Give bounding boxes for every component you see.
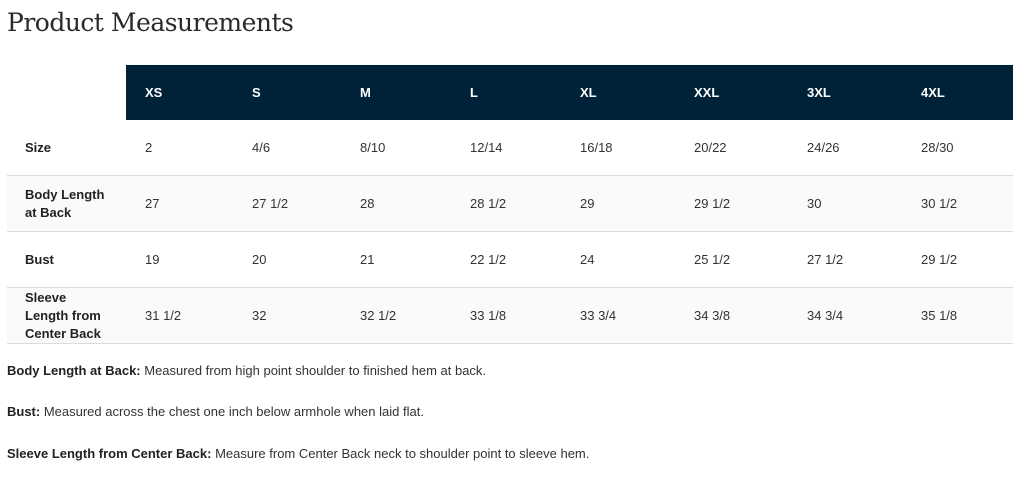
table-cell: 19 <box>126 231 233 288</box>
table-cell: 30 <box>788 175 902 232</box>
header-row: XS S M L XL XXL 3XL 4XL <box>7 65 1013 120</box>
table-cell: 28 1/2 <box>451 175 561 232</box>
table-cell: 33 3/4 <box>561 287 675 344</box>
table-cell: 20 <box>233 231 341 288</box>
table-cell: 22 1/2 <box>451 231 561 288</box>
row-label: Body Length at Back <box>7 175 126 232</box>
header-xxl: XXL <box>675 65 788 120</box>
table-cell: 32 1/2 <box>341 287 451 344</box>
note-sleeve-length: Sleeve Length from Center Back: Measure … <box>7 446 589 461</box>
row-label: Bust <box>7 231 126 288</box>
table-cell: 2 <box>126 120 233 176</box>
table-cell: 34 3/8 <box>675 287 788 344</box>
table-cell: 16/18 <box>561 120 675 176</box>
header-blank <box>7 65 126 120</box>
header-3xl: 3XL <box>788 65 902 120</box>
table-cell: 8/10 <box>341 120 451 176</box>
header-m: M <box>341 65 451 120</box>
table-cell: 24 <box>561 231 675 288</box>
table-cell: 34 3/4 <box>788 287 902 344</box>
table-row: Sleeve Length from Center Back 31 1/2 32 32… <box>7 287 1013 344</box>
table-cell: 4/6 <box>233 120 341 176</box>
header-l: L <box>451 65 561 120</box>
header-s: S <box>233 65 341 120</box>
table-cell: 29 1/2 <box>675 175 788 232</box>
header-4xl: 4XL <box>902 65 1013 120</box>
table-cell: 29 1/2 <box>902 231 1013 288</box>
note-bust: Bust: Measured across the chest one inch… <box>7 404 424 419</box>
table-cell: 31 1/2 <box>126 287 233 344</box>
header-xl: XL <box>561 65 675 120</box>
header-xs: XS <box>126 65 233 120</box>
table-cell: 24/26 <box>788 120 902 176</box>
table-cell: 32 <box>233 287 341 344</box>
table-cell: 29 <box>561 175 675 232</box>
table-cell: 35 1/8 <box>902 287 1013 344</box>
table-cell: 27 <box>126 175 233 232</box>
note-body-length: Body Length at Back: Measured from high … <box>7 363 486 378</box>
table-row: Body Length at Back 27 27 1/2 28 28 1/2 29 29 … <box>7 175 1013 232</box>
note-term: Bust: <box>7 404 41 419</box>
table-cell: 12/14 <box>451 120 561 176</box>
table-cell: 33 1/8 <box>451 287 561 344</box>
table-row: Size 2 4/6 8/10 12/14 16/18 20/22 24/26 28/30 <box>7 120 1013 176</box>
table-cell: 30 1/2 <box>902 175 1013 232</box>
row-label: Sleeve Length from Center Back <box>7 287 126 344</box>
table-cell: 28/30 <box>902 120 1013 176</box>
table-cell: 27 1/2 <box>788 231 902 288</box>
table-cell: 25 1/2 <box>675 231 788 288</box>
table-cell: 20/22 <box>675 120 788 176</box>
note-term: Body Length at Back: <box>7 363 141 378</box>
row-label: Size <box>7 120 126 176</box>
table-cell: 21 <box>341 231 451 288</box>
table-cell: 28 <box>341 175 451 232</box>
note-text: Measured from high point shoulder to fin… <box>140 363 487 378</box>
note-text: Measure from Center Back neck to shoulde… <box>211 446 590 461</box>
table-cell: 27 1/2 <box>233 175 341 232</box>
note-term: Sleeve Length from Center Back: <box>7 446 212 461</box>
table-row: Bust 19 20 21 22 1/2 24 25 1/2 27 1/2 29 1/2 <box>7 231 1013 288</box>
page-title: Product Measurements <box>7 8 294 37</box>
measurements-table: XS S M L XL XXL 3XL 4XL Size 2 4/6 8/10 12/1… <box>7 65 1013 344</box>
note-text: Measured across the chest one inch below… <box>40 404 424 419</box>
